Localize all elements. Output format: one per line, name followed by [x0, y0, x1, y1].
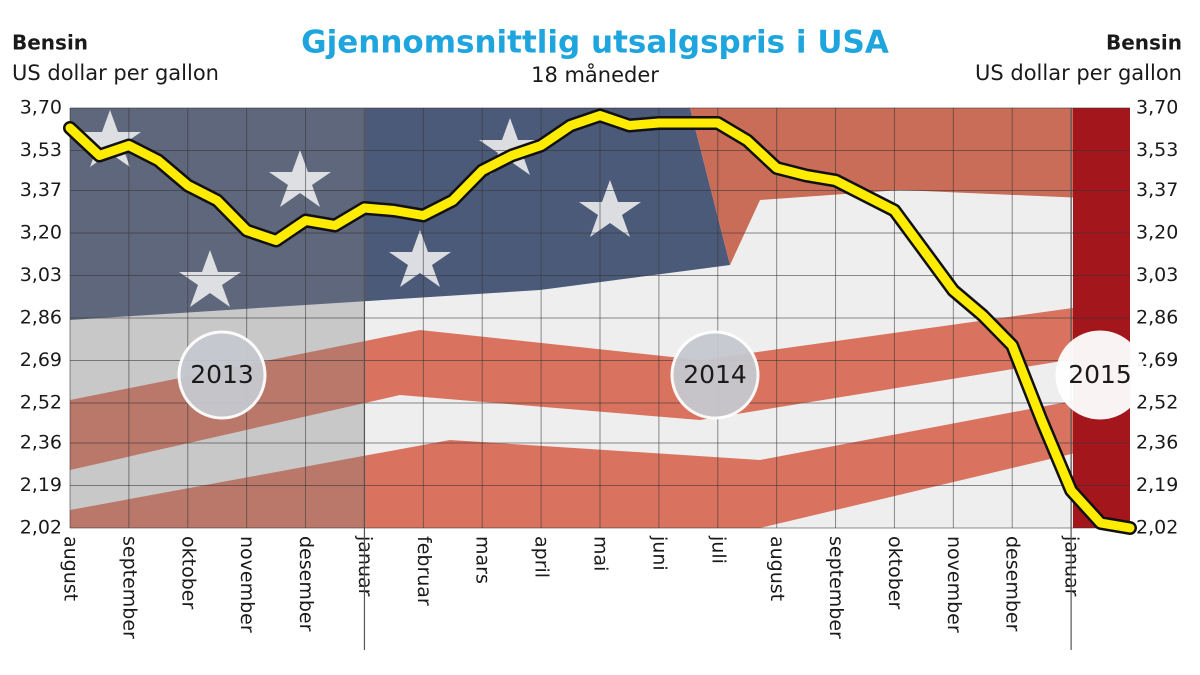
y-tick-label: 3,03 — [20, 264, 62, 286]
year-badge — [177, 330, 267, 420]
y2-tick-label: 2,19 — [1136, 474, 1178, 496]
y-tick-label: 3,20 — [20, 222, 62, 244]
y-tick-label: 3,53 — [20, 139, 62, 161]
year-label: 2014 — [683, 360, 747, 389]
y-tick-label: 2,86 — [20, 307, 62, 329]
y-tick-label: 2,02 — [20, 517, 62, 539]
y2-tick-label: 2,86 — [1136, 307, 1178, 329]
x-tick-label: desember — [1002, 536, 1024, 632]
y-tick-label: 2,52 — [20, 392, 62, 414]
y-tick-label: 2,69 — [20, 349, 62, 371]
y2-axis-unit: US dollar per gallon — [975, 61, 1182, 85]
y2-tick-label: 2,36 — [1136, 432, 1178, 454]
x-tick-label: juni — [648, 535, 670, 571]
x-tick-label: august — [60, 536, 82, 601]
x-tick-label: mai — [590, 536, 612, 571]
y2-tick-label: 3,03 — [1136, 264, 1178, 286]
y2-tick-label: 3,37 — [1136, 179, 1178, 201]
y2-tick-label: 3,53 — [1136, 139, 1178, 161]
y-axis-unit: US dollar per gallon — [12, 61, 219, 85]
y2-tick-label: 3,20 — [1136, 222, 1178, 244]
year-badge — [1055, 330, 1145, 420]
x-tick-label: november — [943, 536, 965, 633]
x-tick-label: oktober — [884, 536, 906, 609]
x-tick-label: september — [118, 536, 140, 639]
x-tick-label: november — [236, 536, 258, 633]
chart-title: Gjennomsnittlig utsalgspris i USA — [301, 25, 889, 61]
year-label: 2013 — [190, 360, 254, 389]
x-tick-label: april — [531, 536, 553, 578]
y2-tick-label: 2,02 — [1136, 517, 1178, 539]
y2-tick-label: 3,70 — [1136, 97, 1178, 119]
y-tick-label: 3,37 — [20, 179, 62, 201]
x-tick-label: juli — [707, 535, 729, 564]
y-tick-label: 3,70 — [20, 97, 62, 119]
x-tick-label: august — [766, 536, 788, 601]
chart-subtitle: 18 måneder — [531, 62, 659, 87]
x-tick-label: desember — [295, 536, 317, 632]
y2-axis-title: Bensin — [1106, 31, 1182, 55]
y-tick-label: 2,19 — [20, 474, 62, 496]
x-tick-label: februar — [413, 536, 435, 606]
y2-tick-label: 2,52 — [1136, 392, 1178, 414]
y-axis-title: Bensin — [12, 31, 88, 55]
line — [65, 111, 1135, 533]
year-label: 2015 — [1068, 360, 1132, 389]
x-tick-label: mars — [472, 536, 494, 584]
y2-tick-label: 2,69 — [1136, 349, 1178, 371]
x-tick-label: oktober — [177, 536, 199, 609]
y-tick-label: 2,36 — [20, 432, 62, 454]
year-badge — [670, 330, 760, 420]
x-tick-label: september — [825, 536, 847, 639]
